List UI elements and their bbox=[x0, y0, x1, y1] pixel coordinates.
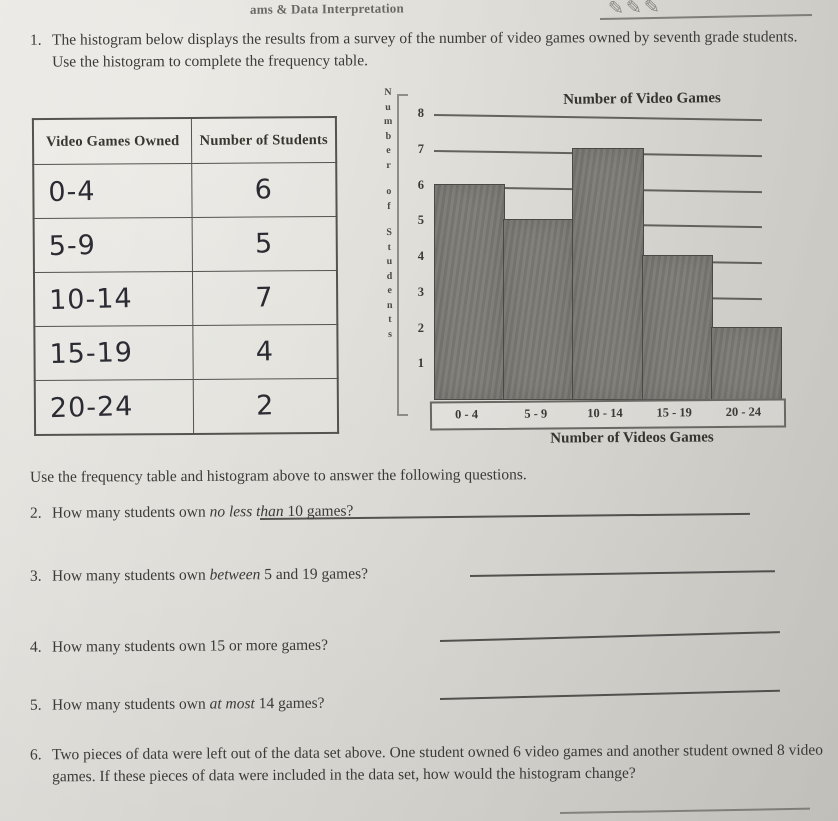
y-tick-8: 8 bbox=[417, 106, 424, 120]
cell-range: 0-4 bbox=[33, 163, 193, 219]
handwritten-range: 15-19 bbox=[49, 337, 134, 371]
y-tick-5: 5 bbox=[417, 213, 424, 228]
y-tick-4: 4 bbox=[417, 249, 424, 263]
histogram-bar-10-14 bbox=[572, 147, 644, 400]
cell-range: 5-9 bbox=[33, 217, 193, 273]
question-3-number: 3. bbox=[29, 567, 42, 585]
question-4-number: 4. bbox=[29, 638, 42, 656]
x-tick-0-4: 0 - 4 bbox=[455, 407, 479, 422]
x-tick-15-19: 15 - 19 bbox=[656, 405, 692, 420]
x-tick-5-9: 5 - 9 bbox=[524, 406, 548, 421]
y-tick-2: 2 bbox=[417, 320, 424, 335]
q3-post: 5 and 19 games? bbox=[260, 565, 369, 584]
histogram-bar-0-4 bbox=[434, 183, 506, 400]
histogram-bar-5-9 bbox=[503, 219, 575, 400]
cell-count[interactable]: 7 bbox=[192, 270, 338, 326]
cell-count[interactable]: 4 bbox=[193, 324, 338, 380]
q3-pre: How many students own bbox=[51, 566, 210, 585]
handwritten-count: 5 bbox=[254, 228, 274, 260]
q5-post: 14 games? bbox=[254, 694, 325, 713]
table-row: 0-4 6 bbox=[33, 162, 337, 219]
q5-emphasis: at most bbox=[209, 695, 255, 713]
cell-range: 20-24 bbox=[34, 379, 194, 436]
cell-count[interactable]: 2 bbox=[193, 378, 339, 434]
cell-range: 15-19 bbox=[34, 325, 194, 381]
cell-count[interactable]: 5 bbox=[192, 216, 337, 272]
histogram-bar-15-19 bbox=[641, 255, 713, 400]
handwritten-range: 5-9 bbox=[48, 229, 97, 263]
x-tick-20-24: 20 - 24 bbox=[725, 404, 762, 419]
chart-title: Number of Video Games bbox=[563, 90, 721, 108]
y-tick-1: 1 bbox=[417, 356, 424, 371]
question-6: 6. Two pieces of data were left out of t… bbox=[30, 740, 830, 789]
column-header-number-of-students: Number of Students bbox=[191, 116, 337, 164]
handwritten-count: 6 bbox=[254, 174, 274, 206]
question-6-text: Two pieces of data were left out of the … bbox=[51, 741, 824, 786]
x-tick-10-14: 10 - 14 bbox=[587, 405, 623, 421]
cell-range: 10-14 bbox=[33, 271, 194, 327]
table-row: 20-24 2 bbox=[34, 378, 339, 436]
table-row: 15-19 4 bbox=[34, 324, 338, 381]
column-header-video-games-owned: Video Games Owned bbox=[32, 117, 193, 165]
plot-area bbox=[434, 114, 782, 400]
q5-pre: How many students own bbox=[51, 695, 210, 714]
y-tick-6: 6 bbox=[417, 177, 424, 192]
frequency-table: Video Games Owned Number of Students 0-4… bbox=[31, 115, 340, 437]
handwritten-range: 10-14 bbox=[48, 283, 134, 317]
handwritten-range: 0-4 bbox=[48, 175, 96, 209]
x-axis-label-box: 0 - 4 5 - 9 10 - 14 15 - 19 20 - 24 bbox=[429, 398, 787, 431]
handwritten-range: 20-24 bbox=[49, 391, 134, 425]
cell-count[interactable]: 6 bbox=[192, 162, 337, 218]
y-axis-bracket bbox=[397, 94, 408, 416]
question-1-number: 1. bbox=[29, 31, 42, 49]
q2-pre: How many students own bbox=[51, 503, 210, 522]
instruction-text: Use the frequency table and histogram ab… bbox=[29, 466, 527, 486]
handwritten-count: 4 bbox=[255, 336, 275, 368]
histogram-bar-20-24 bbox=[710, 326, 782, 400]
y-tick-7: 7 bbox=[417, 141, 424, 156]
handwritten-count: 7 bbox=[255, 282, 275, 314]
y-tick-3: 3 bbox=[417, 284, 424, 299]
question-6-number: 6. bbox=[29, 746, 42, 764]
q3-emphasis: between bbox=[209, 566, 261, 584]
question-5-number: 5. bbox=[29, 696, 42, 714]
x-axis-label: Number of Videos Games bbox=[550, 429, 714, 447]
table-row: 5-9 5 bbox=[33, 216, 337, 273]
question-2-number: 2. bbox=[29, 504, 42, 522]
table-row: 10-14 7 bbox=[33, 270, 338, 327]
table-header-row: Video Games Owned Number of Students bbox=[32, 116, 337, 165]
question-1: 1. The histogram below displays the resu… bbox=[30, 26, 820, 73]
question-1-text: The histogram below displays the results… bbox=[51, 28, 798, 71]
handwritten-count: 2 bbox=[256, 390, 276, 422]
